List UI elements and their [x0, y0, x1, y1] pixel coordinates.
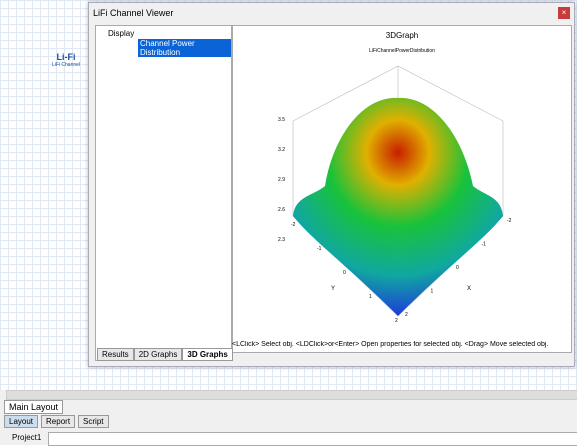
surface — [293, 97, 503, 316]
toolbar: Layout Report Script — [4, 415, 109, 428]
y-tick-label: -1 — [317, 246, 322, 252]
status-bar: <LClick> Select obj. <LDClick>or<Enter> … — [232, 341, 549, 348]
window-title: LiFi Channel Viewer — [93, 8, 174, 18]
tree-panel: Display Channel Power Distribution — [95, 25, 232, 361]
y-tick-label: 0 — [343, 270, 346, 276]
graph-tab[interactable]: Results — [97, 348, 134, 361]
x-tick-label: 2 — [405, 312, 408, 318]
close-button[interactable]: × — [558, 7, 570, 19]
graph-tab[interactable]: 2D Graphs — [133, 348, 183, 361]
graph-title: 3DGraph — [386, 31, 418, 40]
graph-subtitle: LiFiChannelPowerDistribution — [369, 48, 435, 54]
toolbar-button[interactable]: Script — [78, 415, 109, 428]
x-tick-label: 0 — [456, 265, 459, 271]
toolbar-button[interactable]: Layout — [4, 415, 39, 428]
z-tick-label: 3.5 — [278, 117, 285, 123]
y-tick-label: 1 — [369, 294, 372, 300]
tree-root[interactable]: Display — [108, 29, 135, 38]
toolbar-button[interactable]: Report — [41, 415, 76, 428]
x-axis-label: X — [467, 286, 471, 292]
z-tick-label: 2.6 — [278, 207, 285, 213]
icon-logo: Li-Fi — [56, 52, 76, 62]
y-axis-label: Y — [331, 286, 335, 292]
graph-panel: 3DGraph LiFiChannelPowerDistribution Y X… — [232, 25, 572, 353]
project-field — [48, 432, 577, 446]
z-tick-label: 2.3 — [278, 237, 285, 243]
z-tick-label: 3.2 — [278, 147, 285, 153]
graph: 3DGraph LiFiChannelPowerDistribution Y X… — [278, 31, 512, 324]
tab-strip: Results 2D Graphs 3D Graphs — [97, 348, 233, 361]
x-tick-label: -1 — [482, 242, 487, 248]
bottom-area: Main Layout Layout Report Script Project1 — [0, 390, 577, 446]
y-tick-label: -2 — [291, 222, 296, 228]
y-tick-label: 2 — [395, 318, 398, 324]
project-label[interactable]: Project1 — [12, 433, 42, 442]
tree-item[interactable]: Channel Power Distribution — [138, 39, 231, 57]
scrollbar[interactable] — [6, 390, 577, 400]
x-tick-label: 1 — [431, 289, 434, 295]
app-icon[interactable]: Li-Fi LiFi Channel — [50, 44, 82, 68]
viewer-window: LiFi Channel Viewer × Display Channel Po… — [88, 2, 575, 367]
x-tick-label: -2 — [507, 218, 512, 224]
graph-tab[interactable]: 3D Graphs — [182, 348, 233, 361]
icon-label: LiFi Channel — [51, 62, 81, 68]
layout-tab[interactable]: Main Layout — [4, 400, 64, 414]
z-tick-label: 2.9 — [278, 177, 285, 183]
